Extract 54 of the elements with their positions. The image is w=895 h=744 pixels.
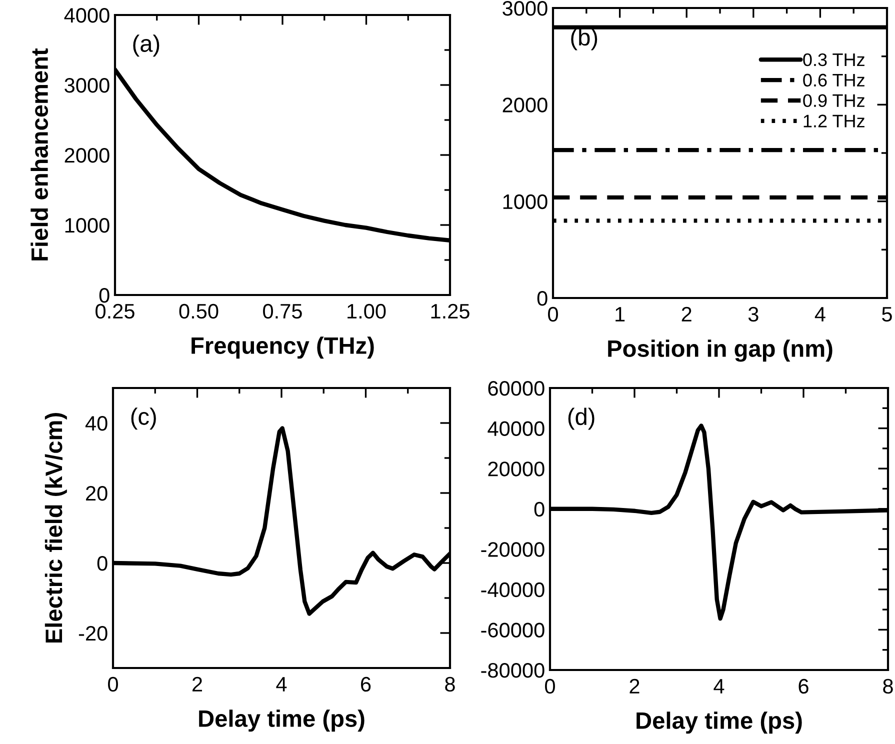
y-tick-label: 0 (97, 556, 108, 571)
y-tick-label: 40000 (488, 421, 544, 436)
x-tick-label: 0.50 (179, 304, 218, 319)
x-tick-label: 0.75 (263, 304, 302, 319)
legend-label: 0.9 THz (803, 94, 864, 108)
x-tick-label: 1.25 (431, 304, 470, 319)
x-tick-label: 8 (883, 678, 893, 694)
x-tick-label: 8 (445, 676, 455, 692)
x-axis-title: Delay time (ps) (199, 710, 364, 732)
y-tick-label: 20000 (488, 462, 544, 476)
x-tick-label: 0 (548, 306, 558, 322)
y-tick-label: 2000 (64, 148, 110, 163)
y-tick-label: 3000 (502, 1, 548, 16)
x-tick-label: 5 (882, 307, 892, 322)
y-tick-label: -20000 (481, 542, 544, 557)
x-axis-title: Delay time (ps) (636, 712, 802, 734)
annotation: (b) (571, 28, 598, 50)
legend-label: 0.6 THz (803, 74, 864, 87)
y-tick-label: 40 (85, 416, 108, 431)
x-tick-label: 4 (814, 307, 826, 322)
y-tick-label: 0 (534, 502, 544, 517)
annotation: (c) (131, 408, 156, 430)
x-axis-title: Position in gap (nm) (608, 340, 832, 362)
y-tick-label: 3000 (64, 78, 110, 93)
y-tick-label: 60000 (488, 381, 544, 396)
x-tick-label: 0.25 (96, 304, 134, 319)
annotation: (a) (133, 34, 160, 57)
y-tick-label: -40000 (481, 582, 544, 598)
y-axis-title: Electric field (kV/cm) (44, 413, 67, 643)
y-tick-label: 0 (99, 288, 110, 303)
x-tick-label: 6 (361, 676, 371, 692)
y-tick-label: 4000 (64, 8, 110, 23)
y-tick-label: 1000 (65, 218, 110, 233)
x-tick-label: 2 (630, 678, 640, 694)
y-tick-label: 1000 (503, 194, 548, 210)
x-tick-label: 1.00 (348, 304, 386, 319)
y-tick-label: 0 (537, 291, 548, 306)
y-axis-title: Field enhancement (30, 48, 48, 260)
y-tick-label: 2000 (502, 98, 548, 112)
x-tick-label: 3 (748, 306, 758, 322)
x-tick-label: 2 (682, 306, 692, 322)
x-tick-label: 2 (192, 676, 202, 692)
x-tick-label: 6 (798, 678, 808, 694)
annotation: (d) (568, 408, 594, 430)
y-tick-label: -80000 (481, 663, 544, 678)
x-tick-label: 4 (714, 679, 724, 694)
x-tick-label: 4 (276, 677, 287, 692)
x-axis-title: Frequency (THz) (192, 336, 374, 359)
legend-label: 1.2 THz (804, 114, 864, 128)
y-tick-label: -20 (78, 626, 108, 641)
y-tick-label: 20 (86, 486, 108, 501)
legend-label: 0.3 THz (803, 53, 864, 66)
y-tick-label: -60000 (481, 622, 544, 638)
x-tick-label: 1 (616, 307, 625, 322)
